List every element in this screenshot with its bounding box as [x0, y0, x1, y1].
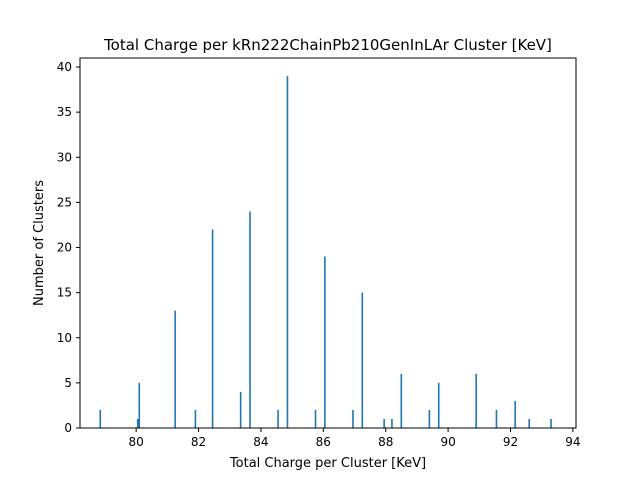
bar-7 [249, 211, 251, 428]
bar-0 [99, 409, 102, 428]
y-tick-label-4: 20 [57, 241, 72, 255]
bar-15 [391, 418, 393, 428]
bar-1 [136, 418, 139, 428]
x-axis-label: Total Charge per Cluster [KeV] [229, 456, 426, 471]
bar-14 [383, 418, 385, 428]
bar-8 [277, 409, 279, 428]
y-tick-label-6: 30 [57, 150, 72, 164]
y-tick-label-5: 25 [57, 195, 72, 209]
bar-22 [528, 418, 531, 428]
x-tick-label-1: 82 [191, 435, 206, 449]
x-tick-label-2: 84 [253, 435, 268, 449]
bar-10 [314, 409, 317, 428]
x-tick-label-4: 88 [378, 435, 393, 449]
bar-18 [437, 382, 440, 428]
x-tick-label-3: 86 [316, 435, 331, 449]
y-tick-label-2: 10 [57, 331, 72, 345]
x-tick-label-6: 92 [503, 435, 518, 449]
bar-3 [174, 310, 176, 428]
bar-19 [475, 373, 477, 428]
y-tick-label-0: 0 [64, 421, 72, 435]
bar-20 [495, 409, 498, 428]
x-tick-label-5: 90 [440, 435, 455, 449]
bar-17 [428, 409, 431, 428]
y-tick-label-1: 5 [64, 376, 72, 390]
bar-2 [138, 382, 141, 428]
x-tick-label-7: 94 [565, 435, 580, 449]
plot-frame [79, 57, 577, 429]
x-tick-label-0: 80 [129, 435, 144, 449]
y-tick-label-3: 15 [57, 286, 72, 300]
bar-11 [324, 256, 326, 428]
bar-21 [514, 400, 516, 428]
chart-title: Total Charge per kRn222ChainPb210GenInLA… [103, 36, 552, 54]
y-tick-label-7: 35 [57, 105, 72, 119]
y-axis-label: Number of Clusters [32, 180, 47, 306]
bar-23 [550, 418, 552, 428]
ticks-layer: 80 82 84 86 88 90 92 94 0 5 10 15 20 25 30 35 40 [57, 60, 581, 449]
bar-5 [211, 229, 214, 428]
bar-9 [286, 76, 289, 429]
bar-13 [361, 292, 364, 428]
bar-6 [239, 391, 242, 428]
y-tick-label-8: 40 [57, 60, 72, 74]
bars-layer [99, 76, 552, 429]
bar-16 [400, 373, 403, 428]
bar-12 [352, 409, 354, 428]
bar-4 [194, 409, 197, 428]
